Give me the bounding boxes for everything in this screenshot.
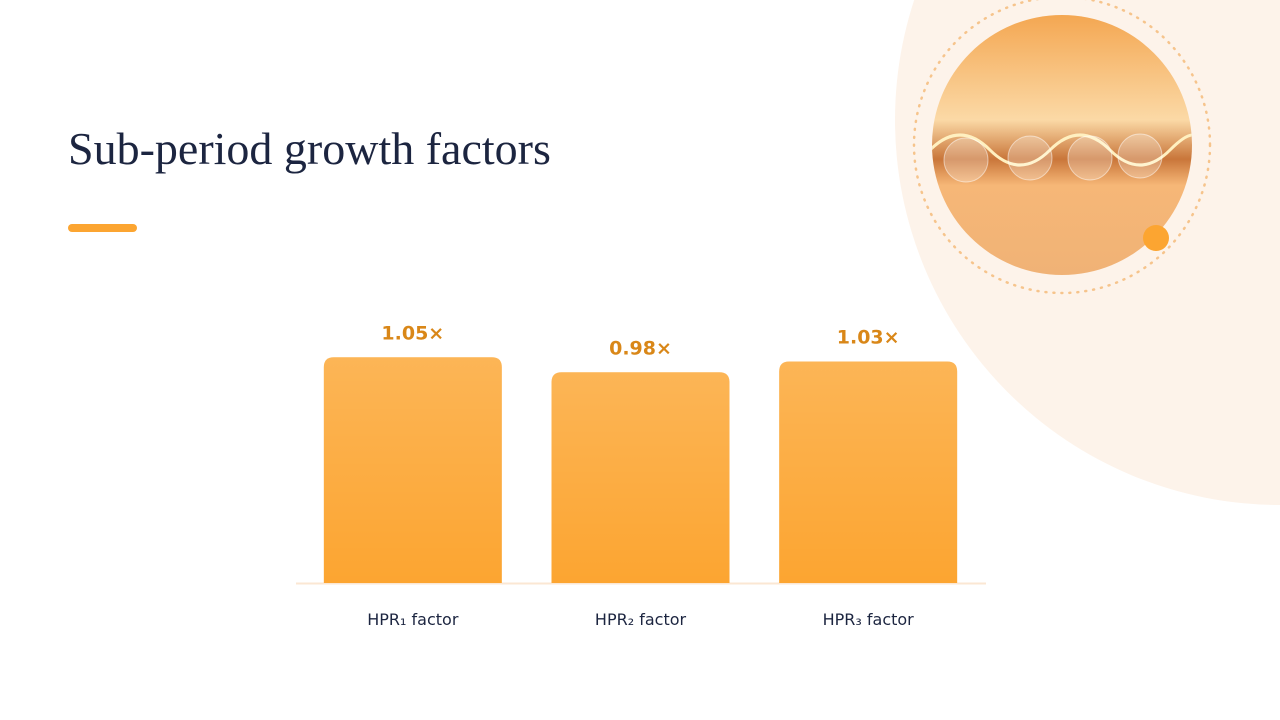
decor-dot xyxy=(1143,225,1169,251)
title-accent xyxy=(68,224,137,232)
x-tick-label: HPR₁ factor xyxy=(367,610,459,629)
bar-shine xyxy=(779,361,958,583)
decor-ring xyxy=(912,0,1212,295)
bar-shine xyxy=(551,372,730,583)
value-label: 1.05× xyxy=(381,322,444,344)
value-label: 0.98× xyxy=(609,337,672,359)
plot: 1.05× HPR₁ factor 0.98× HPR₂ factor 1.03× HPR… xyxy=(323,322,958,629)
x-tick-label: HPR₃ factor xyxy=(823,610,915,629)
value-label: 1.03× xyxy=(837,327,900,349)
chart-title: Sub-period growth factors xyxy=(68,123,551,174)
bar-shine xyxy=(323,357,502,583)
x-tick-label: HPR₂ factor xyxy=(595,610,687,629)
